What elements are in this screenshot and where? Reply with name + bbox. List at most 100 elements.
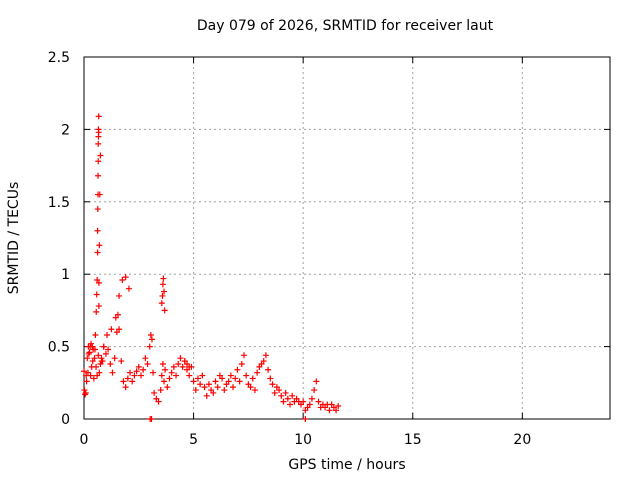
data-point [311, 387, 318, 394]
data-point [302, 416, 309, 422]
data-point [175, 360, 182, 367]
chart-title: Day 079 of 2026, SRMTID for receiver lau… [196, 18, 494, 34]
data-point [116, 292, 123, 299]
data-point [300, 398, 307, 405]
data-point [173, 372, 180, 379]
data-point [186, 372, 193, 379]
x-tick-label: 20 [513, 432, 531, 448]
data-point [158, 372, 165, 379]
data-point [96, 242, 103, 249]
data-point [243, 372, 250, 379]
data-point [160, 378, 167, 385]
data-point [269, 381, 276, 388]
x-axis-label: GPS time / hours [288, 457, 406, 473]
data-point [194, 375, 201, 382]
data-point [87, 372, 94, 379]
data-point [118, 358, 125, 365]
data-point [238, 360, 245, 367]
data-point [276, 387, 283, 394]
data-point [81, 387, 88, 394]
data-point [315, 398, 322, 405]
data-point [148, 336, 155, 343]
data-point [100, 343, 107, 350]
data-point [107, 360, 114, 367]
data-point [86, 349, 93, 356]
data-point [90, 375, 97, 382]
data-point [94, 227, 101, 234]
data-point [95, 303, 102, 310]
data-point [308, 395, 315, 402]
y-tick-label: 1.5 [48, 195, 70, 211]
data-point [212, 378, 219, 385]
data-point [190, 378, 197, 385]
x-tick-label: 5 [189, 432, 198, 448]
data-point [205, 381, 212, 388]
data-point [140, 366, 147, 373]
data-point [120, 378, 127, 385]
data-point [166, 375, 173, 382]
y-tick-label: 1 [61, 267, 70, 283]
data-point [306, 401, 313, 408]
data-point [94, 206, 101, 213]
data-point [326, 407, 333, 414]
data-point [129, 378, 136, 385]
data-point [102, 350, 109, 357]
data-point [282, 389, 289, 396]
data-point [160, 288, 167, 295]
data-point [151, 389, 158, 396]
data-point [98, 358, 105, 365]
data-point [84, 369, 91, 376]
data-point [168, 369, 175, 376]
data-point [287, 401, 294, 408]
data-point [111, 355, 118, 362]
data-point [265, 366, 272, 373]
data-point [225, 378, 232, 385]
data-point [125, 285, 132, 292]
data-point [240, 352, 247, 359]
data-point [95, 129, 102, 136]
data-point [147, 332, 154, 339]
data-point [203, 392, 210, 399]
data-point [82, 391, 89, 398]
data-point [236, 378, 243, 385]
data-point [93, 291, 100, 298]
data-point [262, 352, 269, 359]
data-point [93, 308, 100, 315]
data-point [133, 368, 140, 375]
data-point [82, 389, 89, 396]
data-point [89, 343, 96, 350]
data-point [96, 369, 103, 376]
data-point [122, 384, 129, 391]
data-point [148, 416, 155, 422]
data-point [131, 372, 138, 379]
plot-frame [83, 56, 611, 420]
data-point [108, 326, 115, 333]
data-point [122, 274, 129, 281]
data-point [150, 369, 157, 376]
data-point [137, 372, 144, 379]
x-tick-label: 0 [80, 432, 89, 448]
data-point [232, 375, 239, 382]
data-point [221, 387, 228, 394]
data-point [158, 300, 165, 307]
y-tick-label: 2.5 [48, 50, 70, 66]
data-point [95, 279, 102, 286]
data-point [159, 292, 166, 299]
data-point [289, 392, 296, 399]
data-point [84, 355, 91, 362]
data-point [249, 375, 256, 382]
data-point [247, 384, 254, 391]
data-point [234, 366, 241, 373]
data-point [95, 172, 102, 179]
data-point [95, 158, 102, 165]
data-point [97, 152, 104, 159]
data-point [260, 358, 267, 365]
data-point [177, 355, 184, 362]
data-point [197, 381, 204, 388]
data-point [278, 392, 285, 399]
data-point [90, 346, 97, 353]
data-point [94, 249, 101, 256]
data-point [91, 355, 98, 362]
data-point [157, 387, 164, 394]
